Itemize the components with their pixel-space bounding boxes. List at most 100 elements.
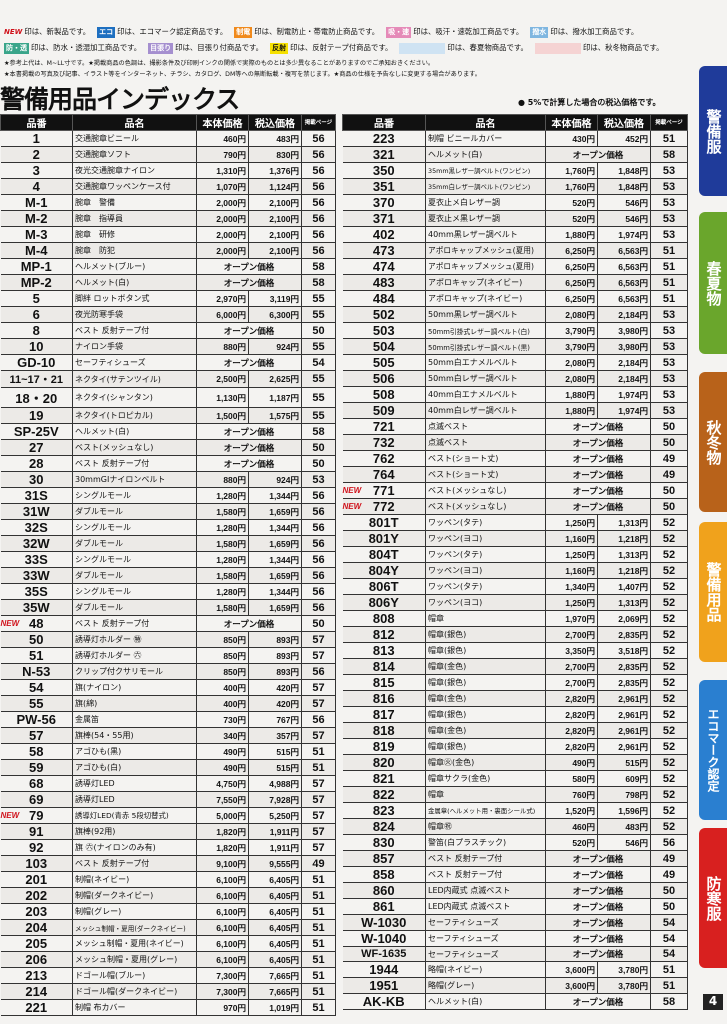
tax-price: 2,100円: [248, 226, 302, 243]
item-name: 帽章(金色): [425, 722, 546, 739]
item-code-text: 33S: [24, 552, 48, 567]
table-row: 830 警笛(白プラスチック) 520円 546円 56: [342, 834, 688, 851]
tax-price: 1,344円: [248, 487, 302, 504]
catalog-page: 55: [301, 290, 336, 307]
item-name: 帽章(銀色): [425, 738, 546, 755]
item-code: 2: [0, 146, 73, 163]
item-code: 204: [0, 919, 73, 936]
catalog-page: 53: [650, 338, 688, 355]
table-row: 858 ベスト 反射テープ付 オープン価格 49: [342, 866, 688, 883]
item-code-text: M-4: [25, 243, 48, 258]
base-price: 2,000円: [196, 194, 249, 211]
catalog-page: 57: [301, 807, 336, 824]
table-row: M-2 腕章 指導員 2,000円 2,100円 56: [0, 210, 336, 227]
item-name: ベスト 反射テープ付: [72, 322, 197, 339]
base-price: 1,580円: [196, 599, 249, 616]
item-name: 制帽(ネイビー): [72, 871, 197, 888]
base-price: 5,000円: [196, 807, 249, 824]
item-code-text: 503: [372, 323, 395, 338]
open-price: オープン価格: [545, 930, 651, 947]
item-code: 813: [342, 642, 426, 659]
item-code: 504: [342, 338, 426, 355]
side-tab-4[interactable]: エコマーク認定: [699, 680, 727, 820]
base-price: 6,250円: [545, 242, 598, 259]
table-row: MP-1 ヘルメット(ブルー) オープン価格 58: [0, 258, 336, 275]
side-tab-3[interactable]: 警備用品: [699, 522, 727, 662]
tax-price: 893円: [248, 663, 302, 680]
side-tab-5[interactable]: 防寒服: [699, 828, 727, 968]
tax-price: 1,313円: [597, 594, 651, 611]
tax-price: 483円: [248, 130, 302, 147]
tax-price: 3,780円: [597, 977, 651, 995]
tax-price: 1,848円: [597, 162, 651, 179]
catalog-page: 53: [650, 194, 688, 211]
table-row: 804T ワッペン(タテ) 1,250円 1,313円 52: [342, 546, 688, 563]
tax-price: 3,518円: [597, 642, 651, 659]
table-row: 50 誘導灯ホルダー ㊕ 850円 893円 57: [0, 631, 336, 648]
catalog-page: 56: [301, 178, 336, 195]
tax-price: 452円: [597, 130, 651, 147]
legend-badge: NEW: [4, 28, 23, 36]
item-name: セーフティシューズ: [425, 914, 546, 931]
catalog-page: 49: [650, 850, 688, 867]
legend-item: 反射 印は、反射テープ付商品です。: [270, 40, 392, 56]
base-price: 400円: [196, 679, 249, 696]
item-code: 830: [342, 834, 426, 851]
legend-item: 制電 印は、制電防止・帯電防止商品です。: [234, 24, 379, 40]
legend-badge: 制電: [234, 27, 253, 38]
item-code: M-1: [0, 194, 73, 211]
base-price: 2,700円: [545, 658, 598, 675]
table-row: 819 帽章(銀色) 2,820円 2,961円 52: [342, 738, 688, 755]
item-code: 351: [342, 178, 426, 195]
tax-price: 6,563円: [597, 274, 651, 291]
base-price: 1,160円: [545, 562, 598, 579]
item-code: 54: [0, 679, 73, 696]
item-code: 31W: [0, 503, 73, 520]
tax-price: 1,911円: [248, 823, 302, 840]
catalog-page: 51: [650, 274, 688, 291]
base-price: 880円: [196, 471, 249, 488]
catalog-page: 51: [301, 951, 336, 968]
open-price: オープン価格: [196, 322, 302, 339]
tax-price: 3,980円: [597, 338, 651, 355]
open-price: オープン価格: [545, 882, 651, 899]
item-code: 824: [342, 818, 426, 835]
legend-text: 印は、春夏物商品です。: [447, 43, 528, 52]
item-name: 略帽(ネイビー): [425, 961, 546, 979]
catalog-page: 54: [301, 354, 336, 371]
open-price: オープン価格: [196, 439, 302, 456]
catalog-page: 52: [650, 770, 688, 787]
catalog-page: 57: [301, 823, 336, 840]
legend-text: 印は、エコマーク認定商品です。: [117, 27, 228, 36]
side-tab-label: 秋冬物: [704, 419, 723, 465]
legend-badge: 吸・速: [386, 27, 412, 38]
table-row: NEW 79 誘導灯LED(青赤 5段切替式) 5,000円 5,250円 57: [0, 807, 336, 824]
tax-price: 2,835円: [597, 626, 651, 643]
tax-price: 1,974円: [597, 386, 651, 403]
tax-price: 420円: [248, 695, 302, 712]
page-number: 4: [703, 994, 723, 1010]
item-code-text: 772: [372, 499, 395, 514]
item-code: 814: [342, 658, 426, 675]
item-name: アポロキャップメッシュ(夏用): [425, 242, 546, 259]
tax-price: 515円: [597, 754, 651, 771]
tax-price: 3,119円: [248, 290, 302, 307]
item-code-text: SP-25V: [13, 424, 59, 439]
item-code: 59: [0, 759, 73, 776]
item-code-text: 823: [372, 803, 395, 818]
item-code-text: 48: [29, 616, 44, 631]
item-code-text: 103: [25, 856, 48, 871]
new-badge: NEW: [0, 811, 20, 820]
catalog-page: 58: [301, 423, 336, 440]
open-price: オープン価格: [545, 945, 651, 963]
side-tab-2[interactable]: 秋冬物: [699, 372, 727, 512]
tax-price: 7,928円: [248, 791, 302, 808]
item-name: ベスト 反射テープ付: [72, 615, 197, 632]
side-tab-0[interactable]: 警備服: [699, 66, 727, 196]
item-code-text: 68: [29, 776, 44, 791]
tax-price: 515円: [248, 759, 302, 776]
item-name: 誘導灯ホルダー ㊕: [72, 631, 197, 648]
side-tab-1[interactable]: 春夏物: [699, 212, 727, 354]
item-code: 91: [0, 823, 73, 840]
base-price: 4,750円: [196, 775, 249, 792]
